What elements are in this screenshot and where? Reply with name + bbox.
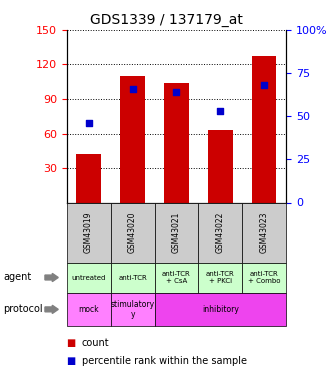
Text: inhibitory: inhibitory xyxy=(202,305,239,314)
Bar xyxy=(165,83,188,203)
Text: percentile rank within the sample: percentile rank within the sample xyxy=(82,356,246,366)
Text: protocol: protocol xyxy=(3,304,43,314)
Bar xyxy=(242,202,286,262)
Bar xyxy=(111,262,155,292)
Bar xyxy=(252,57,276,202)
Bar xyxy=(155,262,198,292)
Bar xyxy=(67,262,111,292)
Point xyxy=(86,120,91,126)
Text: GDS1339 / 137179_at: GDS1339 / 137179_at xyxy=(90,13,243,27)
Text: GSM43022: GSM43022 xyxy=(216,212,225,253)
Text: GSM43023: GSM43023 xyxy=(260,212,269,253)
Text: anti-TCR
+ PKCi: anti-TCR + PKCi xyxy=(206,271,235,284)
Bar xyxy=(155,202,198,262)
Bar xyxy=(67,292,111,326)
Text: agent: agent xyxy=(3,273,32,282)
Bar xyxy=(198,202,242,262)
Text: GSM43019: GSM43019 xyxy=(84,212,93,253)
Bar xyxy=(77,154,101,203)
Bar xyxy=(242,262,286,292)
Text: untreated: untreated xyxy=(71,274,106,280)
Bar xyxy=(121,76,145,202)
Point xyxy=(262,82,267,88)
Text: GSM43021: GSM43021 xyxy=(172,212,181,253)
Bar xyxy=(208,130,232,203)
Bar xyxy=(111,292,155,326)
Point xyxy=(130,86,135,92)
Text: count: count xyxy=(82,338,109,348)
Point xyxy=(174,89,179,95)
Text: ■: ■ xyxy=(67,338,76,348)
Bar xyxy=(111,202,155,262)
Bar xyxy=(67,202,111,262)
Text: GSM43020: GSM43020 xyxy=(128,212,137,253)
Text: ■: ■ xyxy=(67,356,76,366)
Text: mock: mock xyxy=(78,305,99,314)
Bar xyxy=(155,292,286,326)
Text: anti-TCR: anti-TCR xyxy=(118,274,147,280)
Point xyxy=(218,108,223,114)
Text: anti-TCR
+ Combo: anti-TCR + Combo xyxy=(248,271,281,284)
Text: stimulatory
y: stimulatory y xyxy=(111,300,155,319)
Text: anti-TCR
+ CsA: anti-TCR + CsA xyxy=(162,271,191,284)
Bar xyxy=(198,262,242,292)
